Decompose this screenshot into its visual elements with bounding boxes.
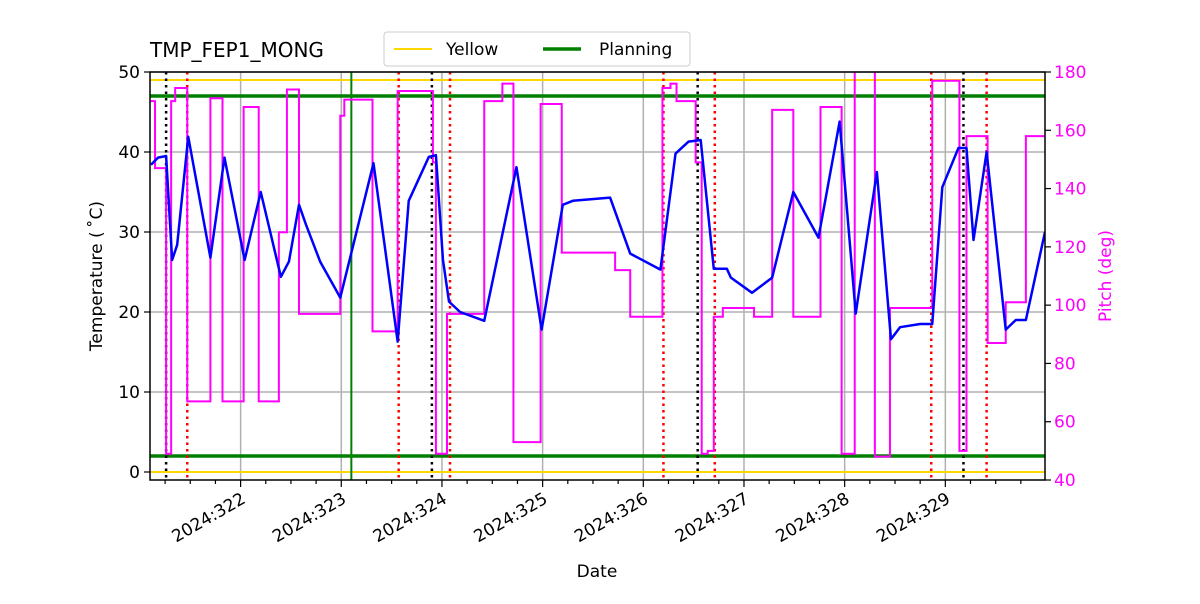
y2-tick-label: 140 bbox=[1054, 180, 1086, 200]
x-axis-label: Date bbox=[577, 562, 618, 582]
y2-axis-label: Pitch (deg) bbox=[1096, 230, 1116, 322]
x-tick-label: 2024:322 bbox=[169, 489, 250, 547]
legend-label-yellow: Yellow bbox=[445, 40, 498, 60]
chart-title: TMP_FEP1_MONG bbox=[149, 38, 324, 62]
y2-tick-label: 80 bbox=[1054, 354, 1076, 374]
plot-frame bbox=[149, 71, 1046, 481]
y-axis-label: Temperature ( ˚C) bbox=[86, 201, 107, 352]
y2-tick-label: 160 bbox=[1054, 121, 1086, 141]
grid bbox=[150, 71, 1045, 480]
y-tick-label: 0 bbox=[129, 463, 140, 483]
y-tick-label: 10 bbox=[118, 383, 140, 403]
x-tick-label: 2024:323 bbox=[269, 489, 350, 547]
y2-tick-label: 120 bbox=[1054, 238, 1086, 258]
x-tick-label: 2024:325 bbox=[471, 489, 552, 547]
x-tick-label: 2024:327 bbox=[672, 489, 753, 547]
y-tick-label: 50 bbox=[118, 63, 140, 83]
y2-tick-label: 180 bbox=[1054, 63, 1086, 83]
legend-box bbox=[383, 31, 691, 67]
axes: 2024:322 2024:323 2024:324 2024:325 2024:326… bbox=[118, 63, 1086, 547]
temperature-series-line bbox=[150, 120, 1045, 343]
pitch-series-line bbox=[150, 72, 1045, 458]
y-tick-label: 20 bbox=[118, 303, 140, 323]
x-tick-label: 2024:326 bbox=[571, 489, 652, 547]
legend-label-planning: Planning bbox=[599, 40, 672, 60]
legend: Yellow Planning bbox=[383, 31, 691, 67]
y-tick-label: 30 bbox=[118, 223, 140, 243]
y2-tick-label: 60 bbox=[1054, 413, 1076, 433]
x-tick-label: 2024:324 bbox=[370, 489, 451, 547]
y2-tick-label: 100 bbox=[1054, 296, 1086, 316]
x-tick-label: 2024:328 bbox=[773, 489, 854, 547]
series bbox=[150, 72, 1045, 458]
x-tick-label: 2024:329 bbox=[873, 489, 954, 547]
y-tick-label: 40 bbox=[118, 143, 140, 163]
limit-lines bbox=[150, 79, 1045, 473]
y2-tick-label: 40 bbox=[1054, 471, 1076, 491]
event-lines bbox=[164, 72, 988, 480]
